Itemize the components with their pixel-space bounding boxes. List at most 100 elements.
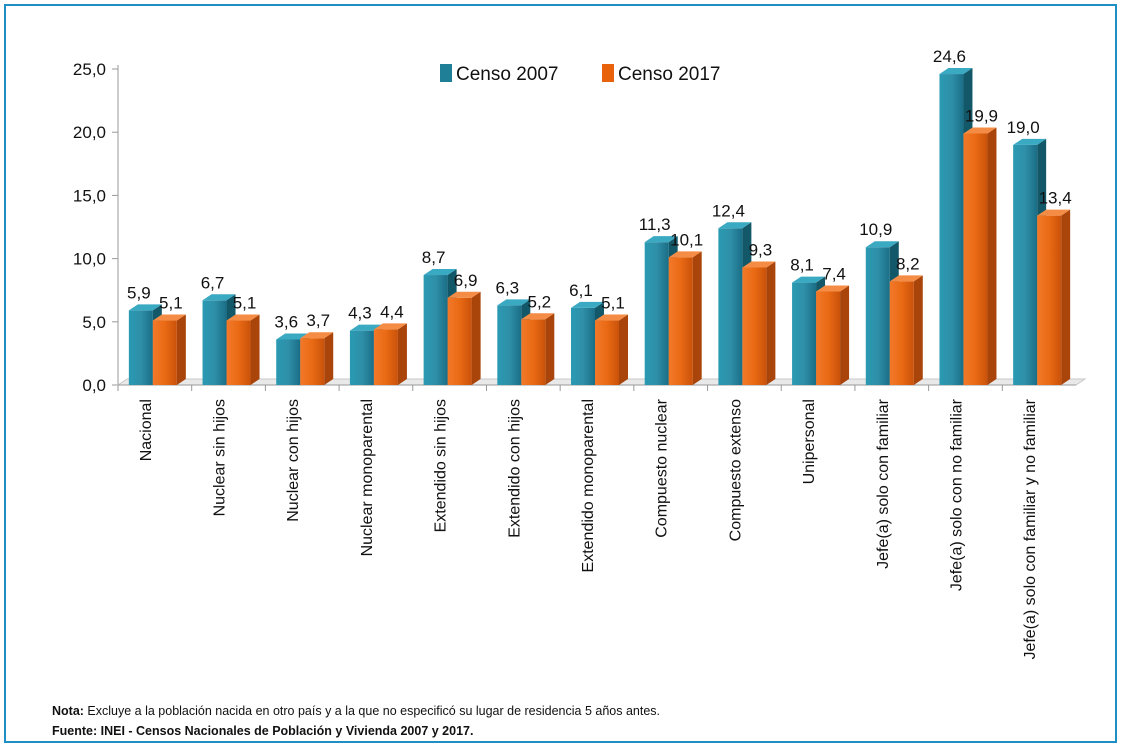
bar-censo-2017: [742, 267, 767, 385]
bar-top: [718, 222, 752, 229]
bar-top: [668, 251, 702, 258]
bar-top: [202, 294, 236, 301]
data-label: 9,3: [749, 240, 773, 259]
legend-swatch: [602, 64, 614, 82]
bar-top: [889, 275, 923, 282]
x-category-label: Nacional: [138, 399, 155, 461]
x-category-label: Extendido con hijos: [506, 399, 523, 538]
nota-text: Excluye a la población nacida en otro pa…: [83, 704, 661, 718]
data-label: 7,4: [822, 264, 846, 283]
bar-top: [1037, 209, 1071, 216]
data-label: 24,6: [933, 47, 966, 66]
data-label: 10,9: [859, 220, 892, 239]
data-label: 5,9: [127, 283, 151, 302]
bar-censo-2007: [644, 242, 669, 385]
data-label: 13,4: [1039, 189, 1072, 208]
bar-top: [1013, 138, 1047, 145]
bar-censo-2007: [423, 275, 448, 385]
bar-censo-2007: [1013, 144, 1038, 385]
bar-top: [792, 276, 826, 283]
bar-top: [644, 236, 678, 243]
x-category-label: Nuclear sin hijos: [212, 399, 229, 516]
bar-censo-2017: [373, 329, 398, 385]
bars-layer: [128, 68, 1071, 386]
bar-top: [595, 314, 628, 321]
bar-side: [619, 314, 628, 385]
bar-side: [913, 275, 923, 385]
bar-censo-2007: [349, 330, 374, 385]
x-category-label: Jefe(a) solo con familiar y no familiar: [1022, 398, 1039, 659]
bar-top: [521, 313, 555, 320]
bar-censo-2007: [865, 247, 890, 385]
bar-censo-2017: [152, 320, 177, 385]
footnote-nota: Nota: Excluye a la población nacida en o…: [52, 704, 660, 718]
bar-chart: 0,0 5,0 10,0 15,0 20,0 25,0 Nacional 5,9 5,1 Nuc…: [73, 47, 1087, 660]
x-category-label: Jefe(a) solo con familiar: [875, 398, 892, 569]
bar-top: [128, 304, 162, 311]
data-label: 4,3: [348, 304, 372, 323]
bar-top: [497, 299, 531, 306]
bar-censo-2007: [128, 310, 153, 385]
bar-side: [692, 251, 702, 385]
nota-label: Nota:: [52, 704, 84, 718]
data-label: 5,1: [233, 294, 257, 313]
data-label: 6,9: [454, 271, 478, 290]
bar-censo-2007: [276, 339, 301, 385]
bar-top: [373, 323, 407, 330]
bar-side: [766, 261, 776, 385]
data-label: 8,7: [422, 248, 446, 267]
x-category-label: Jefe(a) solo con no familiar: [948, 398, 965, 591]
bar-top: [963, 127, 997, 134]
bar-side: [397, 323, 407, 385]
bar-censo-2017: [1037, 215, 1062, 385]
bar-top: [226, 314, 260, 321]
legend-entry: Censo 2007: [456, 64, 558, 85]
data-label: 11,3: [639, 215, 671, 234]
bar-top: [816, 285, 850, 292]
y-tick-label: 25,0: [73, 60, 106, 79]
y-tick-label: 15,0: [73, 186, 106, 205]
legend-entry: Censo 2017: [618, 64, 720, 85]
bar-censo-2017: [889, 281, 914, 385]
bar-top: [939, 68, 973, 75]
footnote-fuente: Fuente: INEI - Censos Nacionales de Pobl…: [52, 724, 474, 738]
data-label: 5,2: [527, 292, 551, 311]
bar-top: [447, 291, 481, 298]
bar-censo-2007: [202, 300, 227, 385]
bar-censo-2017: [668, 257, 693, 385]
x-category-label: Compuesto extenso: [727, 399, 744, 541]
data-label: 19,9: [965, 106, 998, 125]
bar-side: [250, 314, 260, 385]
y-tick-label: 10,0: [73, 250, 106, 269]
x-category-label: Extendido sin hijos: [433, 399, 450, 532]
bar-side: [324, 332, 334, 385]
bar-censo-2017: [447, 297, 472, 385]
bar-side: [176, 314, 186, 385]
bar-top: [865, 241, 899, 248]
bar-censo-2007: [497, 305, 522, 385]
bar-side: [545, 313, 555, 385]
data-label: 5,1: [159, 294, 183, 313]
bar-top: [571, 301, 604, 308]
bar-side: [471, 291, 481, 385]
data-label: 6,1: [569, 281, 593, 300]
data-label: 8,2: [896, 254, 920, 273]
x-category-label: Nuclear monoparental: [359, 399, 376, 556]
bar-censo-2007: [792, 282, 817, 385]
data-label: 3,6: [274, 312, 298, 331]
bar-top: [152, 314, 186, 321]
data-label: 8,1: [790, 256, 814, 275]
x-category-label: Nuclear con hijos: [285, 399, 302, 522]
data-label: 12,4: [712, 201, 745, 220]
data-label: 10,1: [670, 230, 703, 249]
bar-censo-2017: [816, 291, 841, 385]
bar-side: [987, 127, 997, 386]
legend: Censo 2007 Censo 2017: [440, 64, 720, 85]
legend-swatch: [440, 64, 452, 82]
bar-censo-2017: [963, 133, 988, 385]
bar-censo-2007: [571, 307, 595, 385]
bar-side: [1061, 209, 1071, 385]
y-tick-label: 20,0: [73, 123, 106, 142]
data-label: 19,0: [1007, 118, 1040, 137]
x-category-label: Compuesto nuclear: [654, 398, 671, 537]
